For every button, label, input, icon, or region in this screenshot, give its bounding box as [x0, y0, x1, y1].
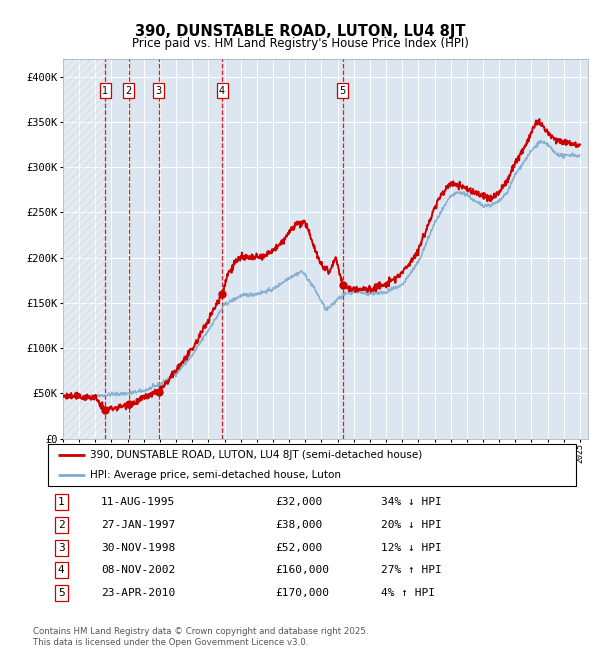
Text: £160,000: £160,000: [275, 566, 329, 575]
FancyBboxPatch shape: [48, 444, 576, 486]
Text: 1: 1: [102, 86, 108, 96]
Text: 20% ↓ HPI: 20% ↓ HPI: [380, 520, 442, 530]
Text: Price paid vs. HM Land Registry's House Price Index (HPI): Price paid vs. HM Land Registry's House …: [131, 37, 469, 50]
Text: 23-APR-2010: 23-APR-2010: [101, 588, 175, 598]
Text: 2: 2: [58, 520, 65, 530]
Text: 34% ↓ HPI: 34% ↓ HPI: [380, 497, 442, 507]
Text: 11-AUG-1995: 11-AUG-1995: [101, 497, 175, 507]
Text: 3: 3: [58, 543, 65, 552]
Text: 4: 4: [58, 566, 65, 575]
Text: 12% ↓ HPI: 12% ↓ HPI: [380, 543, 442, 552]
Text: 390, DUNSTABLE ROAD, LUTON, LU4 8JT (semi-detached house): 390, DUNSTABLE ROAD, LUTON, LU4 8JT (sem…: [90, 450, 422, 460]
Text: 30-NOV-1998: 30-NOV-1998: [101, 543, 175, 552]
Text: 390, DUNSTABLE ROAD, LUTON, LU4 8JT: 390, DUNSTABLE ROAD, LUTON, LU4 8JT: [135, 24, 465, 39]
Text: 5: 5: [340, 86, 346, 96]
Text: 3: 3: [155, 86, 161, 96]
Text: HPI: Average price, semi-detached house, Luton: HPI: Average price, semi-detached house,…: [90, 470, 341, 480]
Text: £32,000: £32,000: [275, 497, 322, 507]
Text: 1: 1: [58, 497, 65, 507]
Bar: [63, 58, 105, 439]
Text: £52,000: £52,000: [275, 543, 322, 552]
Text: 5: 5: [58, 588, 65, 598]
Text: 4: 4: [219, 86, 225, 96]
Text: 27% ↑ HPI: 27% ↑ HPI: [380, 566, 442, 575]
Text: 08-NOV-2002: 08-NOV-2002: [101, 566, 175, 575]
Text: £38,000: £38,000: [275, 520, 322, 530]
Text: £170,000: £170,000: [275, 588, 329, 598]
Text: 4% ↑ HPI: 4% ↑ HPI: [380, 588, 434, 598]
Text: 2: 2: [125, 86, 132, 96]
Text: Contains HM Land Registry data © Crown copyright and database right 2025.
This d: Contains HM Land Registry data © Crown c…: [33, 627, 368, 647]
Text: 27-JAN-1997: 27-JAN-1997: [101, 520, 175, 530]
